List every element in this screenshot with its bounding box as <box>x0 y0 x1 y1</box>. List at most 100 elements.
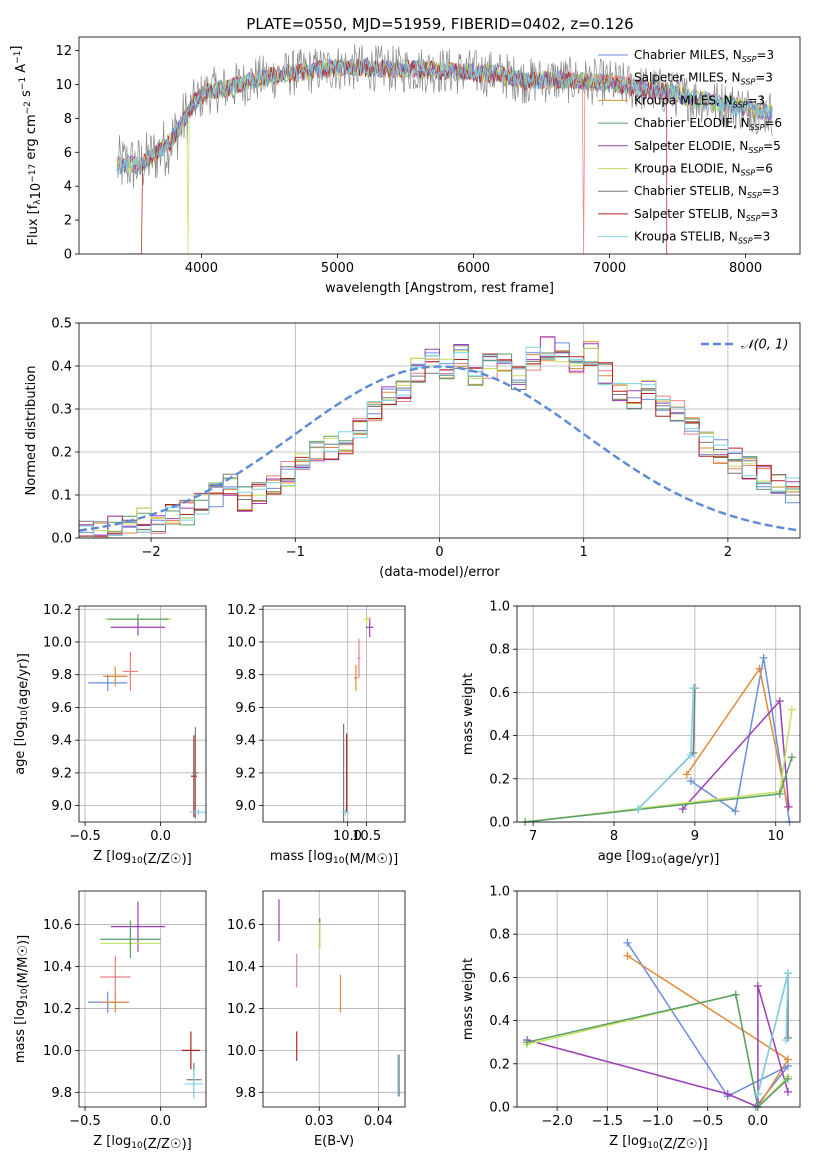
y-tick-label: 9.6 <box>235 701 256 716</box>
x-axis-label: (data-model)/error <box>379 565 500 580</box>
y-tick-label: 0.0 <box>489 1101 510 1116</box>
x-tick-label: 9 <box>691 829 699 844</box>
series-line <box>637 688 696 810</box>
error-bar <box>341 808 350 816</box>
point-marker <box>634 805 643 814</box>
legend-label: Chabrier MILES, NSSP=3 <box>634 48 774 64</box>
legend-label: Salpeter ELODIE, NSSP=5 <box>634 139 781 155</box>
x-tick-label: 7000 <box>593 261 626 276</box>
axes-frame <box>78 605 207 823</box>
y-tick-label: 10.4 <box>227 960 256 975</box>
y-tick-label: 0.3 <box>51 403 72 418</box>
x-tick-label: 0.0 <box>748 1114 769 1129</box>
error-bar <box>357 638 361 678</box>
spectrum-panel: 4000 5000 6000 7000 8000 0 2 4 6 8 10 12 wavelength … <box>9 36 801 296</box>
error-bar <box>342 723 345 822</box>
point-marker <box>686 751 695 760</box>
y-axis-label: Normed distribution <box>24 366 39 496</box>
x-tick-label: −1.5 <box>592 1114 624 1129</box>
point-marker <box>783 1033 792 1042</box>
error-bar <box>110 901 166 952</box>
x-tick-label: 4000 <box>185 261 218 276</box>
point-marker <box>623 938 632 947</box>
y-tick-label: 0.2 <box>51 446 72 461</box>
y-tick-label: 9.8 <box>51 668 72 683</box>
point-marker <box>523 1038 532 1047</box>
x-tick-label: −2.0 <box>541 1114 573 1129</box>
x-tick-label: 7 <box>529 829 537 844</box>
error-bar <box>192 727 199 819</box>
legend-label: 𝒩(0, 1) <box>741 338 788 353</box>
mw-vs-Z-panel: −2.0 −1.5 −1.0 −0.5 0.0 0.0 0.2 0.4 0.6 0.8 1.0 Z [… <box>461 885 801 1152</box>
y-tick-label: 0.4 <box>51 360 72 375</box>
x-tick-label: 8 <box>610 829 618 844</box>
y-tick-label: 10.2 <box>227 603 256 618</box>
axes-frame <box>262 890 406 1108</box>
legend-label: Chabrier ELODIE, NSSP=6 <box>634 116 782 132</box>
x-tick-label: 10.0 <box>333 829 362 844</box>
point-marker <box>723 1090 732 1099</box>
y-tick-label: 1.0 <box>489 600 510 615</box>
histograms <box>79 336 800 538</box>
error-bar <box>345 733 348 813</box>
error-bar <box>88 674 128 692</box>
axes-frame <box>78 890 207 1108</box>
x-tick-label: 6000 <box>457 261 490 276</box>
axes-frame <box>516 890 801 1108</box>
series-line <box>525 756 793 823</box>
histogram-salpeter-stelib <box>79 353 800 538</box>
y-tick-label: 10.6 <box>227 918 256 933</box>
y-tick-label: 0.2 <box>489 1057 510 1072</box>
x-tick-label: 0.0 <box>150 829 171 844</box>
y-axis-label: mass [log10(M/M☉)] <box>13 935 31 1063</box>
y-tick-label: 9.2 <box>51 766 72 781</box>
y-axis-label: Flux [fλ10−17 erg cm−2 s−1 A−1] <box>9 46 44 246</box>
point-marker <box>787 705 796 714</box>
legend-label: Chabrier STELIB, NSSP=3 <box>634 184 779 200</box>
legend: Chabrier MILES, NSSP=3 Salpeter MILES, NS… <box>598 48 782 246</box>
error-bar <box>181 1031 200 1070</box>
y-tick-label: 0.2 <box>489 772 510 787</box>
y-axis-label: age [log10(age/yr)] <box>13 653 31 775</box>
x-tick-label: 5000 <box>321 261 354 276</box>
x-tick-label: −0.5 <box>692 1114 724 1129</box>
y-tick-label: 9.8 <box>235 668 256 683</box>
point-marker <box>753 1090 762 1099</box>
y-tick-label: 0.0 <box>51 532 72 547</box>
histogram-kroupa-stelib <box>79 346 800 538</box>
histogram-kroupa-elodie <box>79 347 800 538</box>
points <box>341 614 374 822</box>
spectrum-line-kroupa-stelib <box>116 58 773 174</box>
x-tick-label: −0.5 <box>69 1114 101 1129</box>
legend-label: Kroupa ELODIE, NSSP=6 <box>634 162 773 178</box>
y-tick-label: 10.2 <box>227 1002 256 1017</box>
points <box>88 614 206 819</box>
x-tick-label: 0.03 <box>305 1114 334 1129</box>
x-axis-label: Z [log10(Z/Z☉)] <box>93 849 191 867</box>
y-tick-label: 0.8 <box>489 643 510 658</box>
y-tick-label: 6 <box>64 146 72 161</box>
error-bar <box>365 617 374 638</box>
x-axis-label: E(B-V) <box>314 1134 354 1149</box>
x-tick-label: 2 <box>724 545 732 560</box>
y-tick-label: 10.0 <box>43 636 72 651</box>
x-axis-label: wavelength [Angstrom, rest frame] <box>325 281 554 296</box>
x-tick-label: 10.5 <box>352 829 381 844</box>
point-marker <box>783 1087 792 1096</box>
y-tick-label: 10.0 <box>227 1044 256 1059</box>
chart-title: PLATE=0550, MJD=51959, FIBERID=0402, z=0… <box>246 15 633 33</box>
y-tick-label: 9.0 <box>51 799 72 814</box>
point-marker <box>755 664 764 673</box>
y-tick-label: 2 <box>64 214 72 229</box>
mw-vs-age-panel: 7 8 9 10 0.0 0.2 0.4 0.6 0.8 1.0 age [log10(age/yr… <box>461 600 801 867</box>
y-tick-label: 9.8 <box>235 1086 256 1101</box>
x-tick-label: −0.5 <box>69 829 101 844</box>
axes-frame <box>78 36 801 255</box>
x-axis-label: Z [log10(Z/Z☉)] <box>609 1134 707 1152</box>
y-tick-label: 10.0 <box>227 636 256 651</box>
legend-label: Kroupa MILES, NSSP=3 <box>634 93 765 109</box>
point-marker <box>623 951 632 960</box>
points <box>88 901 203 1099</box>
x-tick-label: 10 <box>767 829 784 844</box>
